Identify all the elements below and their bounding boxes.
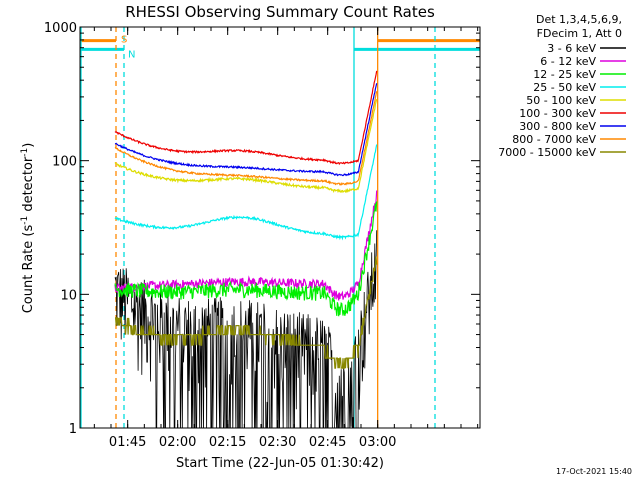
- legend-label: 100 - 300 keV: [519, 107, 596, 120]
- x-tick-label: 02:15: [209, 435, 246, 450]
- series-layer: [114, 70, 378, 428]
- x-axis-label: Start Time (22-Jun-05 01:30:42): [176, 456, 384, 471]
- legend-label: 50 - 100 keV: [526, 94, 596, 107]
- series-line-6: [114, 83, 378, 177]
- x-tick-label: 02:45: [309, 435, 346, 450]
- y-axis-label-part1: Count Rate (s: [21, 225, 36, 314]
- series-line-2: [114, 201, 378, 317]
- legend: Det 1,3,4,5,6,9, FDecim 1, Att 0 3 - 6 k…: [498, 13, 626, 159]
- legend-label: 800 - 7000 keV: [512, 133, 596, 146]
- axis-layer: 1 10 100 1000 01:45 02:00 02:15 02:30 02:45 03:00…: [44, 21, 480, 450]
- chart-title: RHESSI Observing Summary Count Rates: [125, 3, 435, 21]
- y-axis-label: Count Rate (s-1 detector-1): [20, 143, 36, 314]
- series-line-3: [114, 144, 378, 241]
- x-tick-label: 02:30: [259, 435, 296, 450]
- y-axis-label-sup1: -1: [20, 216, 30, 225]
- legend-label: 6 - 12 keV: [540, 55, 596, 68]
- y-tick-label: 1000: [44, 21, 77, 36]
- legend-header-1: Det 1,3,4,5,6,9,: [536, 13, 622, 26]
- y-axis-label-part3: ): [21, 143, 36, 148]
- plot-area: [80, 27, 480, 428]
- timestamp: 17-Oct-2021 15:40: [556, 467, 632, 476]
- series-line-5: [114, 70, 378, 166]
- y-axis-label-sup2: -1: [20, 148, 30, 157]
- flag-layer: [80, 27, 480, 428]
- series-line-1: [114, 190, 378, 301]
- series-line-8: [115, 256, 378, 369]
- saa-flag-label: S: [121, 35, 127, 46]
- y-tick-label: 100: [52, 155, 77, 170]
- legend-label: 25 - 50 keV: [533, 81, 596, 94]
- x-tick-label: 02:00: [159, 435, 196, 450]
- legend-header-2: FDecim 1, Att 0: [537, 27, 622, 40]
- y-tick-label: 1: [69, 422, 77, 437]
- plot-frame: [79, 26, 481, 429]
- x-tick-label: 03:00: [359, 435, 396, 450]
- legend-label: 300 - 800 keV: [519, 120, 596, 133]
- x-tick-label: 01:45: [109, 435, 146, 450]
- legend-label: 12 - 25 keV: [533, 68, 596, 81]
- legend-label: 3 - 6 keV: [547, 42, 596, 55]
- series-line-7: [114, 91, 378, 186]
- y-axis-label-part2: detector: [21, 156, 36, 216]
- night-flag-label: N: [128, 49, 135, 60]
- legend-label: 7000 - 15000 keV: [498, 146, 596, 159]
- y-tick-label: 10: [60, 288, 77, 303]
- series-line-4: [114, 99, 378, 194]
- series-line-0: [114, 230, 378, 428]
